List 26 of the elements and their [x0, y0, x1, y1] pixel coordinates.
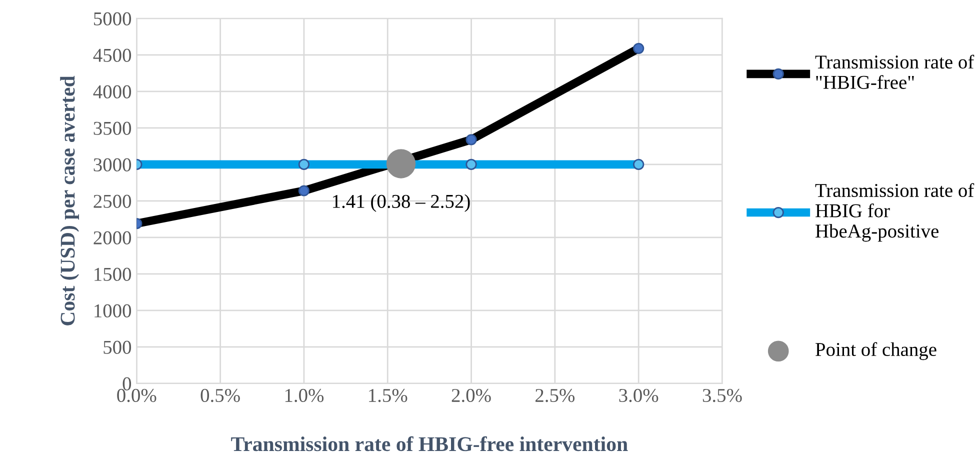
y-tick-label: 3500	[94, 122, 132, 135]
y-tick-label: 500	[104, 340, 132, 354]
x-tick-label: 1.5%	[369, 388, 408, 402]
x-tick-label: 1.0%	[285, 388, 324, 402]
x-tick-label: 2.0%	[452, 388, 491, 402]
y-axis-title: Cost (USD) per case averted	[60, 76, 79, 326]
y-tick-label: 4000	[93, 85, 132, 98]
x-tick-label: 3.0%	[619, 388, 658, 402]
x-tick-label: 3.5%	[702, 388, 742, 402]
legend-label: Transmission rate of "HBIG-free"	[815, 54, 974, 89]
x-tick-label: 0.5%	[200, 388, 240, 402]
y-tick-label: 3000	[94, 158, 132, 172]
point	[386, 149, 416, 178]
legend-label: Point of change	[816, 342, 936, 360]
x-axis-title: Transmission rate of HBIG-free intervention	[231, 436, 628, 452]
y-tick-label: 5000	[94, 12, 132, 26]
x-tick-label: 0.0%	[117, 388, 156, 402]
y-tick-label: 1000	[94, 304, 132, 318]
x-tick-label: 2.5%	[536, 388, 575, 402]
legend-label: Transmission rate of HBIG for HbeAg-positive	[815, 183, 974, 242]
y-tick-label: 1500	[94, 268, 132, 281]
y-tick-label: 4500	[93, 48, 132, 62]
y-tick-label: 0	[122, 377, 132, 390]
y-tick-label: 2000	[94, 231, 132, 244]
y-tick-label: 2500	[94, 194, 132, 208]
annotation: 1.41 (0.38 – 2.52)	[333, 194, 470, 212]
